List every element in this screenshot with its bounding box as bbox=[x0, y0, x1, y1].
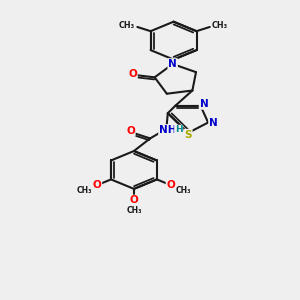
Text: O: O bbox=[128, 69, 137, 79]
Text: CH₃: CH₃ bbox=[126, 206, 142, 215]
Text: O: O bbox=[130, 195, 138, 206]
Text: CH₃: CH₃ bbox=[76, 186, 92, 195]
Text: CH₃: CH₃ bbox=[119, 21, 135, 30]
Text: O: O bbox=[167, 180, 175, 190]
Text: CH₃: CH₃ bbox=[212, 21, 228, 30]
Text: O: O bbox=[126, 126, 135, 136]
Text: N: N bbox=[168, 59, 177, 69]
Text: NH: NH bbox=[159, 125, 177, 135]
Text: CH₃: CH₃ bbox=[176, 186, 191, 195]
Text: O: O bbox=[93, 180, 101, 190]
Text: N: N bbox=[209, 118, 218, 128]
Text: S: S bbox=[184, 130, 192, 140]
Text: H: H bbox=[175, 125, 182, 134]
Text: N: N bbox=[200, 99, 208, 109]
